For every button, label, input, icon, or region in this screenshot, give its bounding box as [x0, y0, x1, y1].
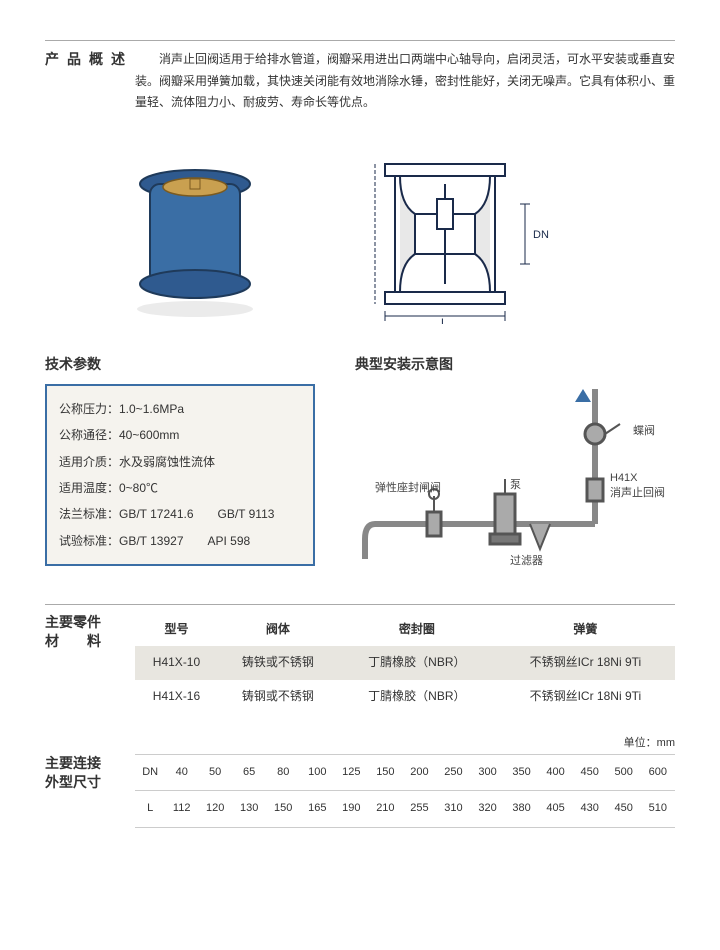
- col-body: 阀体: [218, 613, 338, 647]
- param-row: 公称通径：40~600mm: [59, 422, 301, 448]
- install-diagram: 蝶阀 H41X 消声止回阀 弹性座封闸阀 泵 过滤器: [355, 384, 655, 574]
- technical-drawing: DN L: [345, 144, 565, 324]
- param-row: 法兰标准：GB/T 17241.6 GB/T 9113: [59, 501, 301, 527]
- dimensions-table: DN 40 50 65 80 100 125 150 200 250 300 3…: [135, 754, 675, 829]
- tech-params-block: 技术参数 公称压力：1.0~1.6MPa 公称通径：40~600mm 适用介质：…: [45, 354, 315, 574]
- check-valve-label: H41X 消声止回阀: [610, 472, 665, 500]
- butterfly-valve-label: 蝶阀: [633, 422, 655, 438]
- install-title: 典型安装示意图: [355, 354, 675, 374]
- l-label: L: [441, 317, 447, 324]
- dn-label: DN: [533, 229, 549, 241]
- table-row: H41X-10 铸铁或不锈钢 丁腈橡胶（NBR） 不锈钢丝ICr 18Ni 9T…: [135, 646, 675, 680]
- table-row: H41X-16 铸钢或不锈钢 丁腈橡胶（NBR） 不锈钢丝ICr 18Ni 9T…: [135, 680, 675, 714]
- parts-label: 主要零件 材 料: [45, 613, 135, 714]
- col-model: 型号: [135, 613, 218, 647]
- l-row: L 112 120 130 150 165 190 210 255 310 32…: [135, 791, 675, 828]
- col-seal: 密封圈: [338, 613, 496, 647]
- mid-row: 技术参数 公称压力：1.0~1.6MPa 公称通径：40~600mm 适用介质：…: [45, 354, 675, 574]
- unit-label: 单位：mm: [45, 734, 675, 750]
- dimensions-content: DN 40 50 65 80 100 125 150 200 250 300 3…: [135, 754, 675, 829]
- parts-table: 型号 阀体 密封圈 弹簧 H41X-10 铸铁或不锈钢 丁腈橡胶（NBR） 不锈…: [135, 613, 675, 714]
- product-images-row: DN L: [105, 144, 675, 324]
- tech-params-title: 技术参数: [45, 354, 315, 374]
- overview-section: 产品概述 消声止回阀适用于给排水管道，阀瓣采用进出口两端中心轴导向，启闭灵活，可…: [45, 40, 675, 114]
- valve-photo: [105, 149, 285, 319]
- overview-label: 产品概述: [45, 49, 135, 114]
- param-row: 试验标准：GB/T 13927 API 598: [59, 528, 301, 554]
- gate-valve-label: 弹性座封闸阀: [375, 479, 441, 495]
- parts-content: 型号 阀体 密封圈 弹簧 H41X-10 铸铁或不锈钢 丁腈橡胶（NBR） 不锈…: [135, 613, 675, 714]
- param-row: 适用介质：水及弱腐蚀性流体: [59, 449, 301, 475]
- parts-header-row: 型号 阀体 密封圈 弹簧: [135, 613, 675, 647]
- install-block: 典型安装示意图: [355, 354, 675, 574]
- dimensions-label: 主要连接 外型尺寸: [45, 754, 135, 829]
- pump-label: 泵: [510, 476, 521, 492]
- filter-label: 过滤器: [510, 552, 543, 568]
- param-row: 公称压力：1.0~1.6MPa: [59, 396, 301, 422]
- overview-text: 消声止回阀适用于给排水管道，阀瓣采用进出口两端中心轴导向，启闭灵活，可水平安装或…: [135, 49, 675, 114]
- param-row: 适用温度：0~80℃: [59, 475, 301, 501]
- col-spring: 弹簧: [496, 613, 675, 647]
- dn-row: DN 40 50 65 80 100 125 150 200 250 300 3…: [135, 754, 675, 791]
- dimensions-section: 主要连接 外型尺寸 DN 40 50 65 80 100 125 150 200…: [45, 754, 675, 829]
- params-box: 公称压力：1.0~1.6MPa 公称通径：40~600mm 适用介质：水及弱腐蚀…: [45, 384, 315, 566]
- parts-section: 主要零件 材 料 型号 阀体 密封圈 弹簧 H41X-10 铸铁或不锈钢 丁腈橡…: [45, 604, 675, 714]
